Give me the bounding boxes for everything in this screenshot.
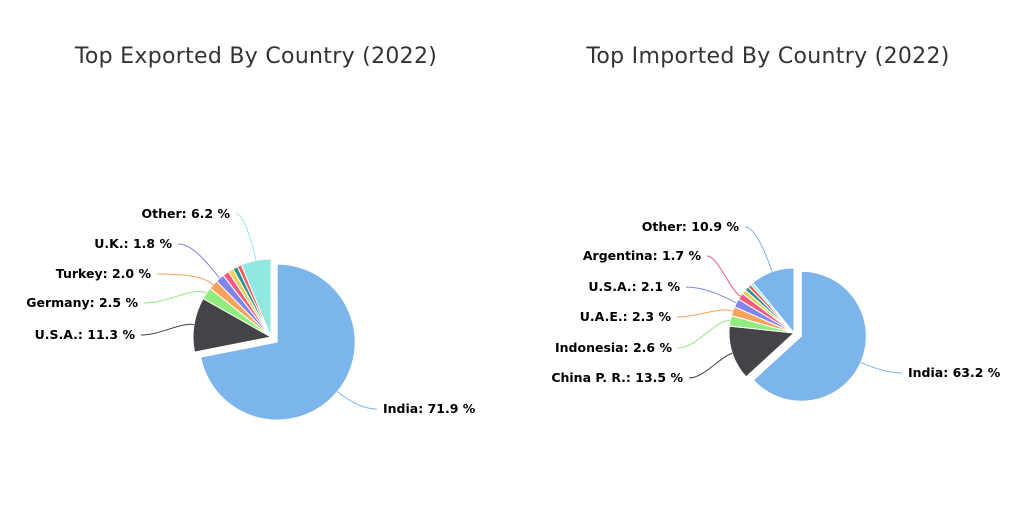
chart-title: Top Exported By Country (2022) <box>74 44 438 69</box>
data-label: China P. R.: 13.5 % <box>551 370 683 385</box>
data-label: India: 63.2 % <box>908 365 1001 380</box>
chart-title: Top Imported By Country (2022) <box>586 44 950 69</box>
pie-slice-india[interactable] <box>200 263 356 421</box>
import-pie-svg: India: 63.2 % China P. R.: 13.5 % Indonesi… <box>551 219 1001 402</box>
connector-line <box>337 391 378 410</box>
data-labels: India: 71.9 % U.S.A.: 11.3 % Germany: 2.5 … <box>26 206 476 416</box>
pie-slices <box>728 267 867 402</box>
export-pie-chart: Top Exported By Country (2022) India: 71… <box>26 44 476 421</box>
data-label: U.S.A.: 11.3 % <box>35 327 136 342</box>
connector-line <box>143 290 207 304</box>
connector-line <box>677 320 731 349</box>
connector-line <box>688 352 733 379</box>
data-label: Argentina: 1.7 % <box>583 248 702 263</box>
connector-line <box>156 273 214 286</box>
pie-slice-china-p-r[interactable] <box>728 325 796 378</box>
pie-slice-other[interactable] <box>240 258 272 338</box>
connector-line <box>140 323 195 336</box>
pie-slice-other[interactable] <box>752 267 795 335</box>
data-label: U.K.: 1.8 % <box>94 236 172 251</box>
data-labels: India: 63.2 % China P. R.: 13.5 % Indonesi… <box>551 219 1000 385</box>
pie-slices <box>192 258 356 421</box>
pie-slice-india[interactable] <box>752 270 867 402</box>
data-label: India: 71.9 % <box>383 401 476 416</box>
connector-line <box>860 361 903 374</box>
connector-line <box>177 243 221 279</box>
connector-line <box>706 255 741 297</box>
data-label: Other: 6.2 % <box>141 206 230 221</box>
data-label: U.A.E.: 2.3 % <box>580 309 672 324</box>
data-label: Other: 10.9 % <box>642 219 740 234</box>
connector-line <box>235 213 257 261</box>
connector-line <box>685 286 737 304</box>
export-pie-svg: India: 71.9 % U.S.A.: 11.3 % Germany: 2.5 … <box>26 206 476 421</box>
data-label: Turkey: 2.0 % <box>56 266 152 281</box>
data-label: U.S.A.: 2.1 % <box>588 279 680 294</box>
connector-line <box>676 309 733 318</box>
import-pie-chart: Top Imported By Country (2022) India: 63… <box>512 0 1024 509</box>
data-label: Germany: 2.5 % <box>26 295 138 310</box>
data-label: Indonesia: 2.6 % <box>555 340 672 355</box>
connector-line <box>744 226 773 272</box>
